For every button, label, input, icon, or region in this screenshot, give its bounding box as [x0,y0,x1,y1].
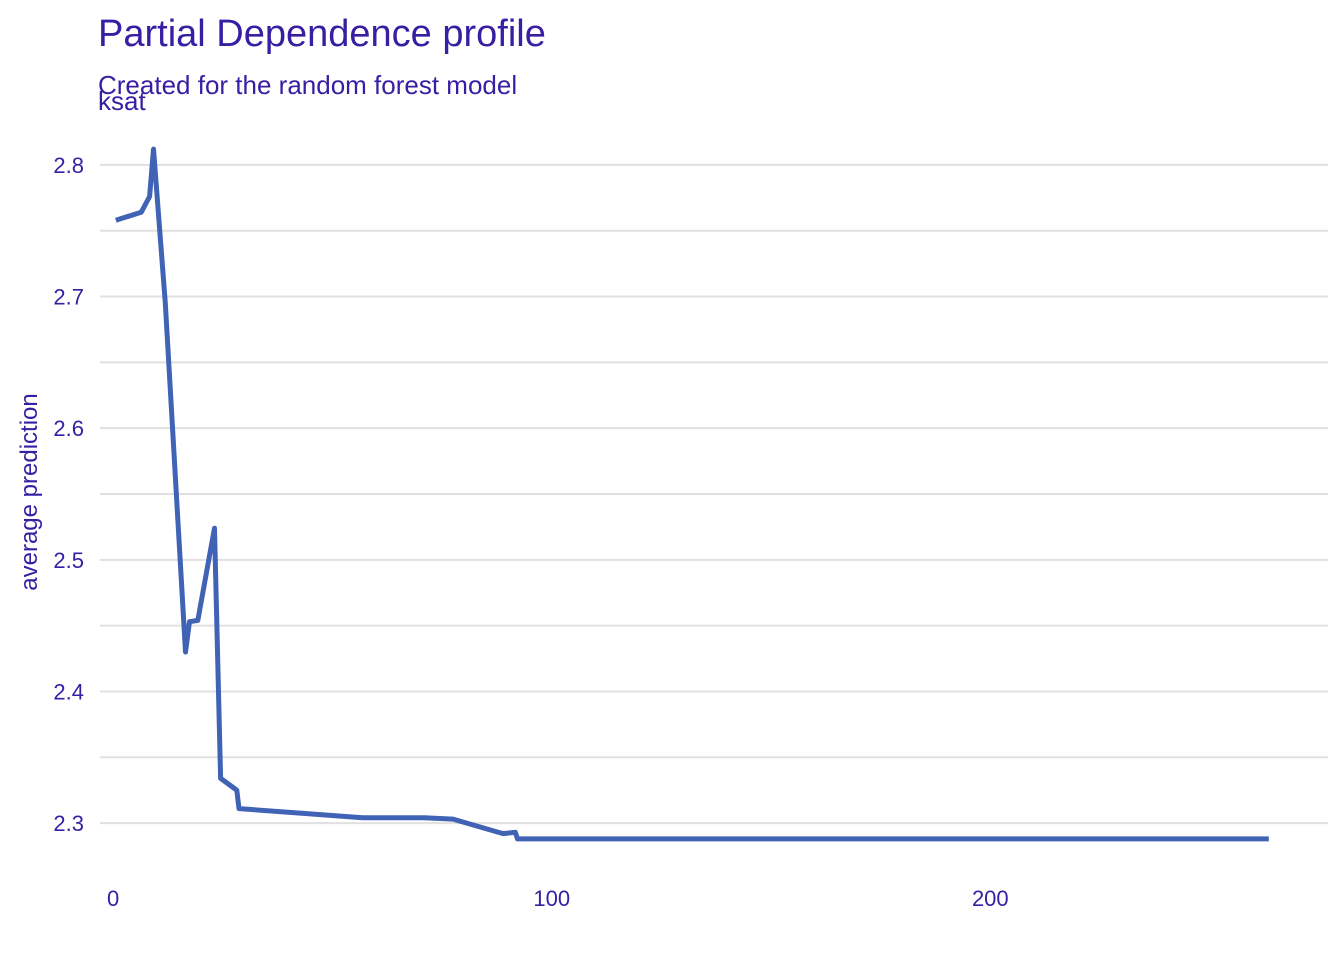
series-layer [115,146,1269,842]
y-tick-label: 2.3 [53,811,84,836]
x-tick-label: 100 [533,886,570,911]
y-axis-ticks: 2.3 2.4 2.5 2.6 2.7 2.8 [53,153,84,836]
x-axis-ticks: 0 100 200 [107,886,1009,911]
x-tick-label: 0 [107,886,119,911]
y-tick-label: 2.7 [53,285,84,310]
y-tick-label: 2.4 [53,679,84,704]
x-tick-label: 200 [972,886,1009,911]
y-tick-label: 2.8 [53,153,84,178]
facet-label: ksat [98,86,146,116]
chart-title: Partial Dependence profile [98,13,546,55]
y-tick-label: 2.6 [53,416,84,441]
y-tick-label: 2.5 [53,548,84,573]
y-axis-title: average prediction [16,393,43,590]
series-line [115,146,1269,842]
gridlines [100,163,1328,825]
chart-subtitle: Created for the random forest model [98,70,518,100]
